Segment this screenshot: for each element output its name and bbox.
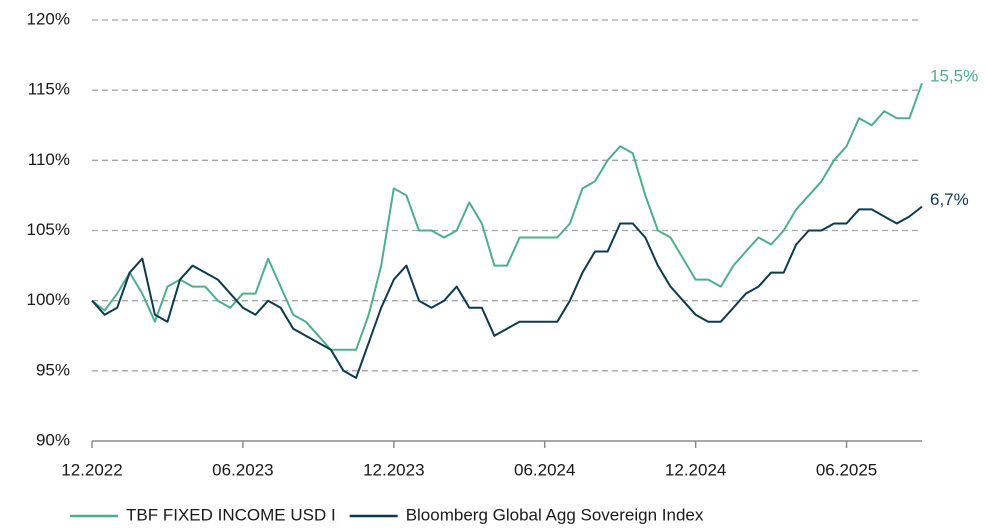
y-tick-label: 95%: [36, 360, 70, 379]
x-tick-label: 12.2023: [363, 460, 424, 479]
x-tick-label: 12.2024: [665, 460, 726, 479]
y-tick-label: 90%: [36, 430, 70, 449]
legend-label: TBF FIXED INCOME USD I: [126, 505, 336, 524]
y-tick-label: 105%: [27, 220, 70, 239]
end-label: 15,5%: [930, 67, 978, 86]
legend-label: Bloomberg Global Agg Sovereign Index: [406, 505, 704, 524]
x-tick-label: 06.2024: [514, 460, 575, 479]
series-line: [91, 82, 923, 351]
y-tick-label: 100%: [27, 290, 70, 309]
x-tick-label: 06.2025: [816, 460, 877, 479]
y-tick-label: 120%: [27, 9, 70, 28]
x-tick-label: 12.2022: [61, 460, 122, 479]
series-line: [91, 205, 923, 379]
end-label: 6,7%: [930, 190, 969, 209]
x-tick-label: 06.2023: [212, 460, 273, 479]
y-tick-label: 110%: [28, 150, 70, 169]
y-tick-label: 115%: [28, 80, 70, 99]
